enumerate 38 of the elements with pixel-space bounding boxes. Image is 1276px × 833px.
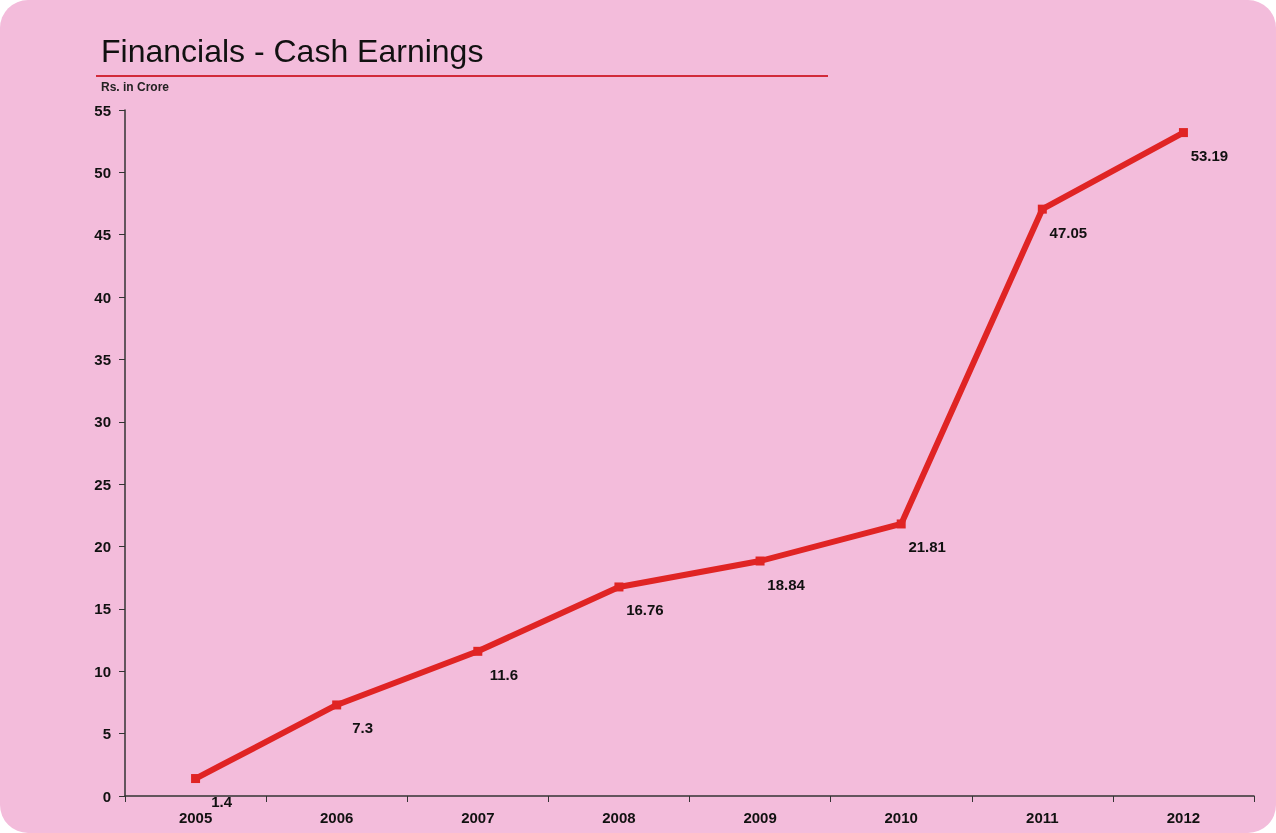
point [1178, 128, 1188, 138]
point [191, 774, 201, 784]
data-label: 16.76 [626, 601, 664, 619]
data-label: 11.6 [489, 665, 518, 683]
chart-subtitle: Rs. in Crore [101, 80, 170, 94]
y-tick-label: 20 [94, 538, 111, 556]
data-label: 7.3 [352, 719, 374, 737]
x-tick-label: 2009 [743, 809, 777, 826]
x-tick-label: 2012 [1166, 809, 1201, 826]
y-tick-label: 55 [94, 101, 111, 119]
data-label: 1.4 [211, 793, 233, 811]
data-label: 18.84 [767, 575, 806, 593]
chart-title: Financials - Cash Earnings [101, 33, 484, 69]
y-tick-label: 35 [94, 350, 111, 368]
point [473, 646, 483, 656]
data-label: 53.19 [1190, 147, 1229, 165]
data-label: 47.05 [1049, 223, 1088, 241]
x-tick-label: 2007 [461, 809, 495, 826]
x-tick-label: 2005 [178, 809, 213, 826]
y-tick-label: 10 [94, 662, 111, 680]
point [896, 519, 906, 529]
data-label: 21.81 [908, 538, 946, 556]
y-tick-label: 15 [94, 600, 111, 618]
point [755, 556, 765, 566]
y-tick-label: 45 [94, 226, 111, 244]
point [1037, 204, 1047, 214]
point [332, 700, 342, 710]
y-tick-label: 25 [94, 475, 111, 493]
y-tick-label: 50 [94, 163, 111, 181]
y-tick-label: 40 [94, 288, 111, 306]
point [614, 582, 624, 592]
y-tick-label: 0 [102, 787, 111, 805]
x-tick-label: 2008 [602, 809, 636, 826]
x-tick-label: 2006 [320, 809, 354, 826]
x-tick-label: 2011 [1026, 809, 1059, 826]
y-tick-label: 30 [94, 413, 111, 431]
x-tick-label: 2010 [884, 809, 918, 826]
y-tick-label: 5 [102, 725, 111, 743]
